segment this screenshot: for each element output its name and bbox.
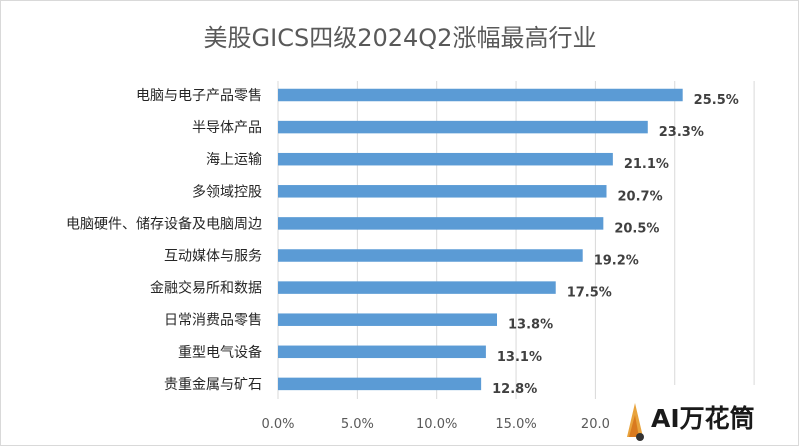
bar	[278, 217, 604, 230]
x-axis-ticks: 0.0% 5.0% 10.0% 15.0% 20.0	[261, 417, 609, 432]
value-labels: 25.5% 23.3% 21.1% 20.7% 20.5% 19.2% 17.5% 13.8%…	[492, 93, 739, 397]
bar	[278, 88, 683, 102]
data-label: 20.7%	[618, 189, 663, 204]
category-label: 贵重金属与矿石	[164, 377, 262, 393]
watermark-logo: AI万花筒	[627, 403, 755, 441]
bar	[278, 120, 648, 134]
bar	[278, 281, 556, 294]
data-label: 23.3%	[659, 125, 704, 140]
category-label: 互动媒体与服务	[164, 249, 262, 265]
x-tick-label: 15.0%	[495, 417, 536, 432]
category-label: 海上运输	[206, 152, 262, 168]
x-tick-label: 5.0%	[341, 417, 374, 432]
flame-logo-icon	[627, 403, 644, 441]
watermark-text: AI万花筒	[651, 404, 755, 433]
x-tick-label: 10.0%	[416, 417, 457, 432]
category-labels: 电脑与电子产品零售半导体产品海上运输多领域控股电脑硬件、储存设备及电脑周边互动媒…	[66, 88, 262, 393]
data-label: 21.1%	[624, 157, 669, 172]
bar	[278, 345, 486, 359]
data-label: 12.8%	[492, 382, 537, 397]
bars	[278, 88, 683, 391]
bar	[278, 185, 607, 198]
data-label: 13.1%	[497, 350, 542, 365]
category-label: 重型电气设备	[178, 344, 262, 361]
category-label: 电脑硬件、储存设备及电脑周边	[66, 215, 262, 232]
x-tick-label: 20.0	[581, 417, 610, 432]
data-label: 17.5%	[567, 286, 612, 301]
data-label: 19.2%	[594, 254, 639, 269]
bar	[278, 152, 613, 166]
category-label: 多领域控股	[192, 183, 262, 200]
category-label: 半导体产品	[192, 120, 262, 136]
bar	[278, 313, 498, 326]
bar	[278, 377, 482, 391]
data-label: 13.8%	[508, 318, 553, 333]
data-label: 20.5%	[614, 221, 659, 236]
category-label: 金融交易所和数据	[150, 280, 262, 297]
watermark: AI万花筒	[613, 385, 798, 445]
bar	[278, 249, 583, 262]
chart-title: 美股GICS四级2024Q2涨幅最高行业	[204, 24, 597, 52]
data-label: 25.5%	[694, 93, 739, 108]
x-tick-label: 0.0%	[261, 417, 294, 432]
category-label: 日常消费品零售	[164, 313, 262, 329]
category-label: 电脑与电子产品零售	[136, 88, 262, 104]
grid-lines	[277, 81, 755, 399]
